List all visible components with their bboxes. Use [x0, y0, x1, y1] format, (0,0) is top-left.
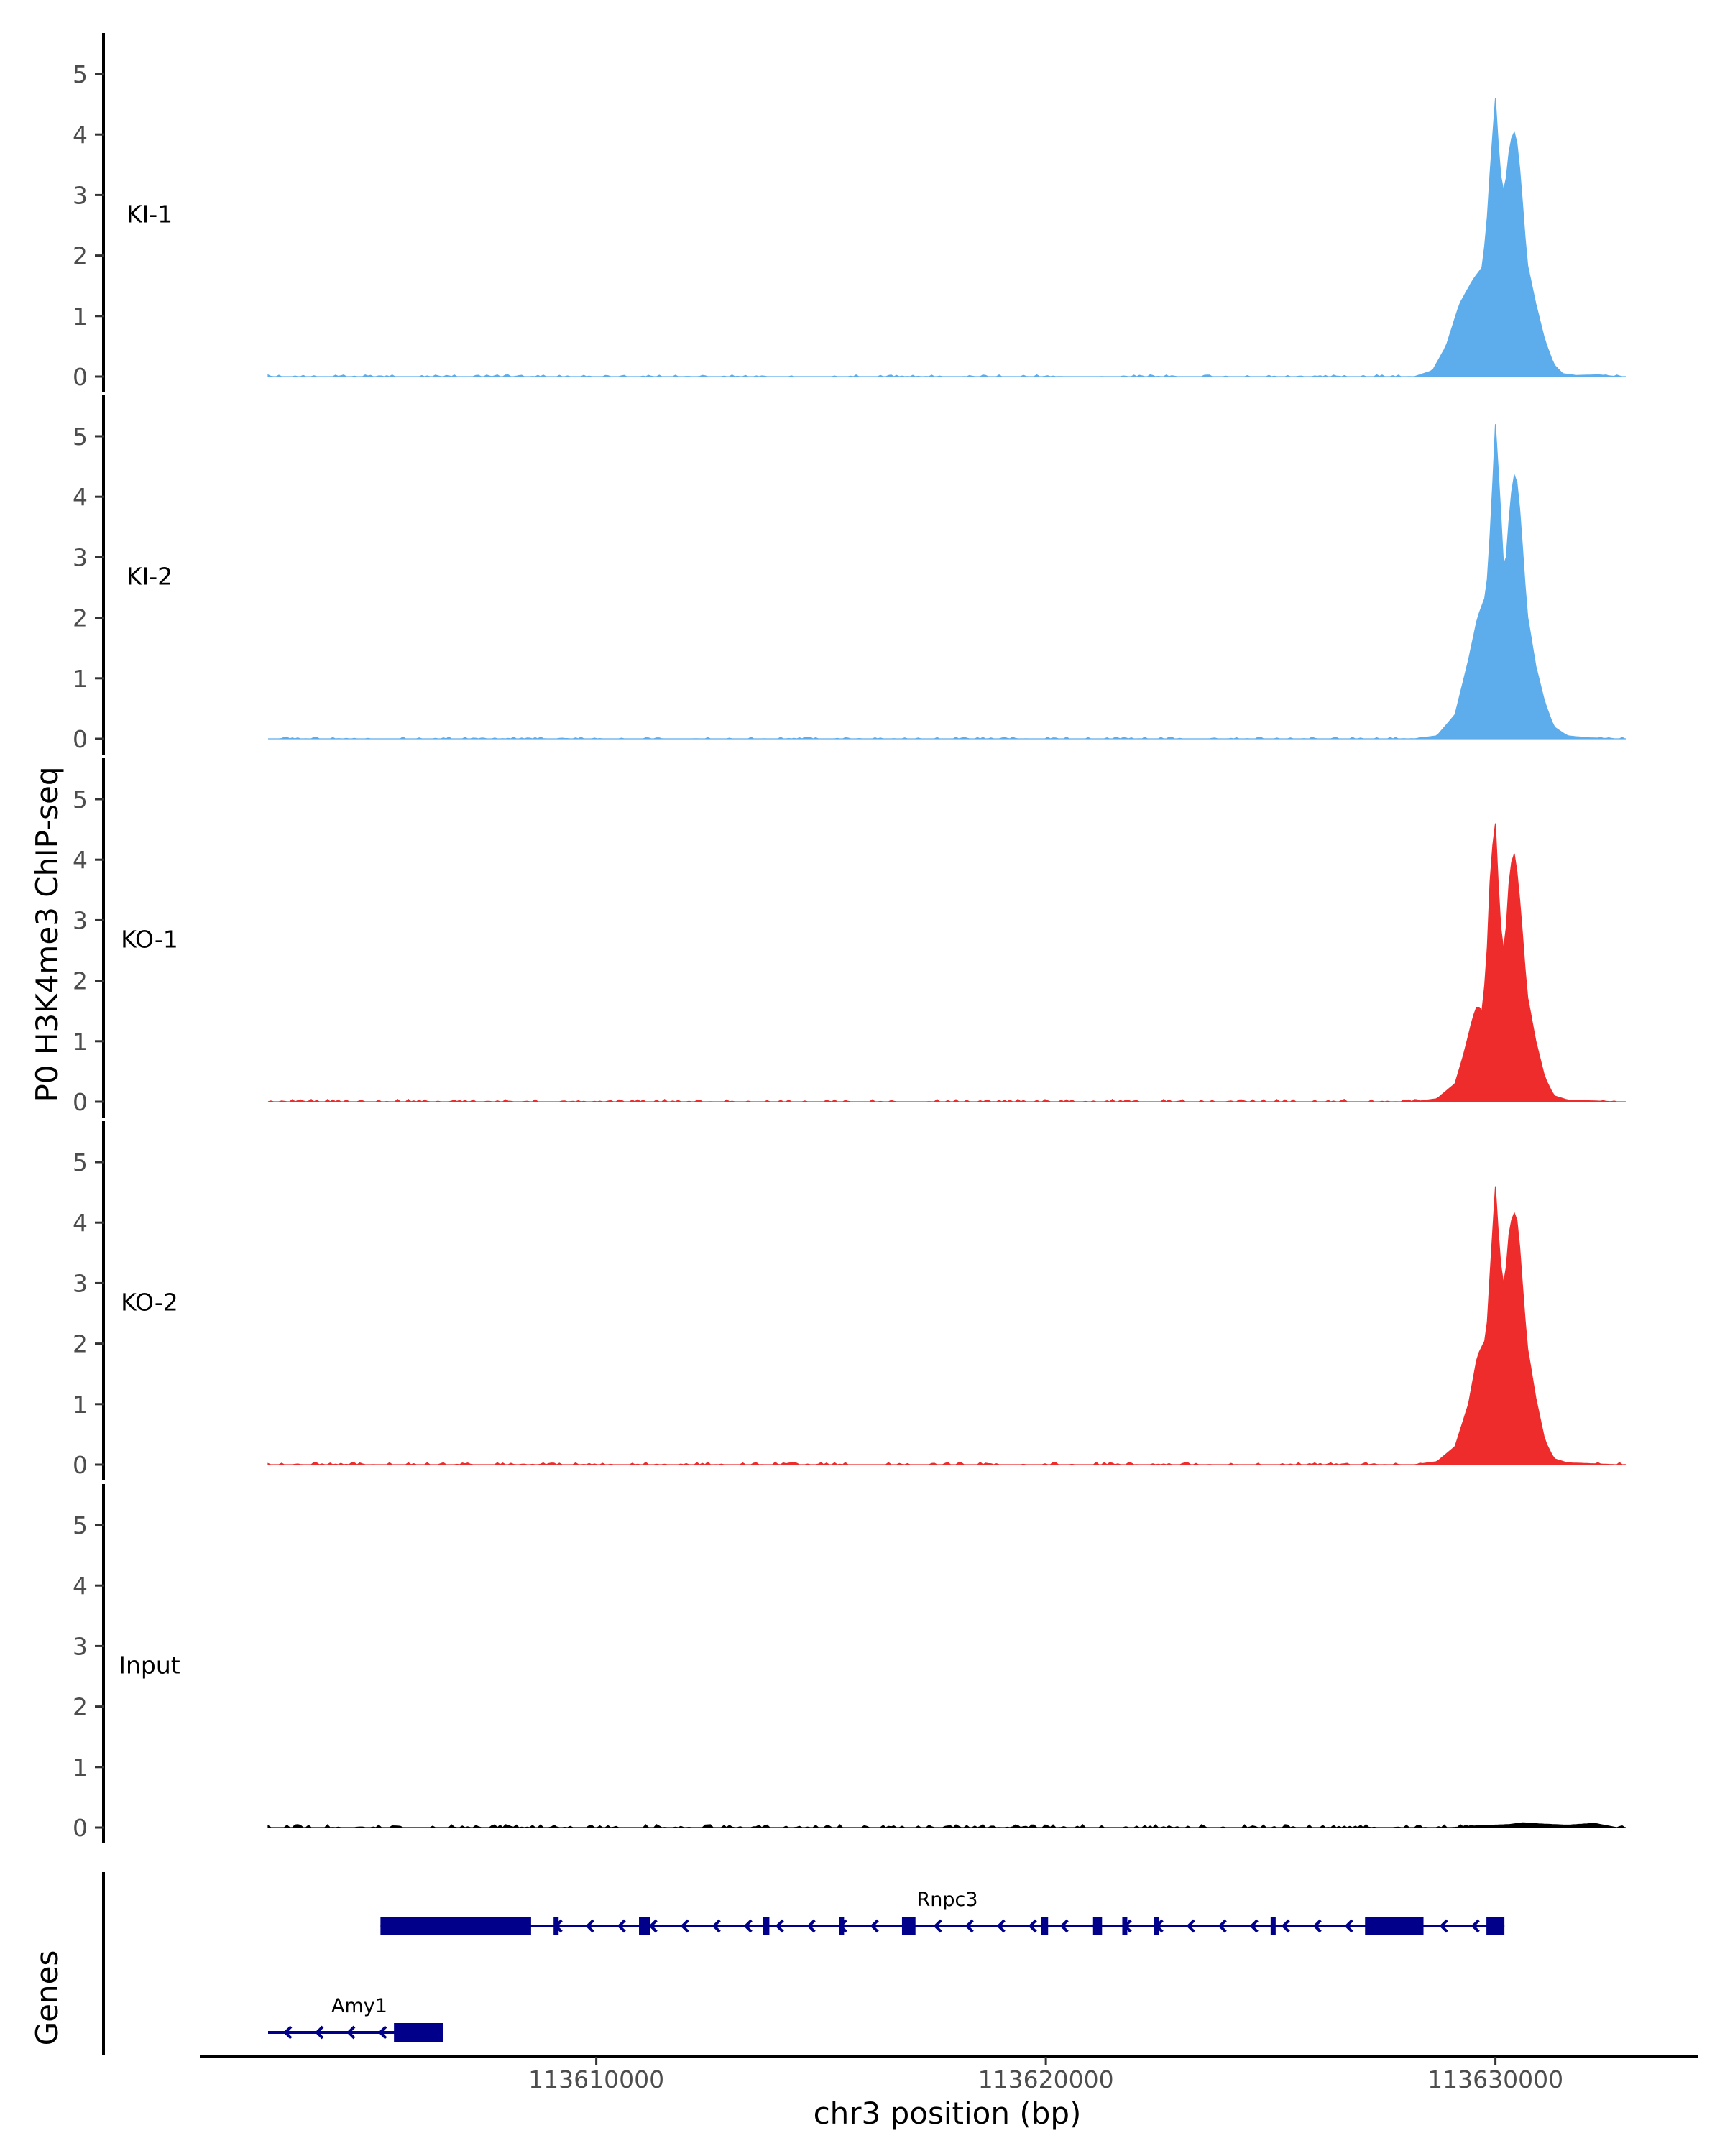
track-label: KO-2	[121, 1288, 178, 1316]
y-tick-label: 0	[73, 1814, 88, 1842]
exon	[763, 1917, 770, 1935]
x-tick-label: 113610000	[528, 2065, 664, 2093]
strand-arrow	[315, 2025, 324, 2040]
y-tick-label: 0	[73, 725, 88, 753]
x-tick-label: 113630000	[1427, 2065, 1563, 2093]
exon	[1270, 1917, 1276, 1935]
strand-arrow	[996, 1919, 1006, 1933]
x-axis-title: chr3 position (bp)	[814, 2096, 1082, 2131]
strand-arrow	[775, 1919, 784, 1933]
strand-arrow	[1471, 1919, 1480, 1933]
y-tick-label: 5	[73, 1511, 88, 1539]
strand-arrow	[378, 2025, 387, 2040]
coverage-area-ko-1	[267, 823, 1626, 1102]
y-tick-label: 3	[73, 543, 88, 571]
exon	[1041, 1917, 1049, 1935]
strand-arrow	[1028, 1919, 1037, 1933]
y-tick-label: 3	[73, 906, 88, 934]
track-ko-2: 0 1 2 3 4 5 KO-2	[73, 1121, 1627, 1480]
y-tick-label: 5	[73, 423, 88, 451]
track-input: 0 1 2 3 4 5 Input	[73, 1484, 1626, 1843]
track-label: Input	[119, 1651, 180, 1679]
exon	[380, 1917, 531, 1935]
genes-panel: Rnpc3 Amy1	[102, 1872, 1505, 2055]
y-tick-label: 4	[73, 483, 88, 511]
strand-arrow	[283, 2025, 293, 2040]
strand-arrow	[346, 2025, 356, 2040]
y-tick-label: 3	[73, 1269, 88, 1297]
y-tick-label: 2	[73, 242, 88, 270]
exon	[901, 1917, 916, 1935]
y-tick-label: 3	[73, 181, 88, 209]
track-ki-2: 0 1 2 3 4 5 KI-2	[73, 395, 1626, 755]
strand-arrow	[1439, 1919, 1448, 1933]
gene-label: Rnpc3	[916, 1889, 978, 1911]
coverage-area-ko-2	[267, 1186, 1627, 1465]
y-tick-label: 5	[73, 786, 88, 814]
y-axis-title: P0 H3K4me3 ChIP-seq	[29, 766, 65, 1102]
exon	[639, 1917, 650, 1935]
coverage-tracks: 0 1 2 3 4 5 KI-1 0 1 2 3 4 5 KI-2 0 1 2 3 4 5 KO-1 0 1 2 3 4 5 KO-2…	[73, 33, 1627, 1843]
y-tick-label: 4	[73, 121, 88, 149]
x-axis: 113610000 113620000 113630000	[200, 2055, 1698, 2093]
exon	[1486, 1917, 1505, 1935]
strand-arrow	[1249, 1919, 1259, 1933]
y-tick-label: 2	[73, 604, 88, 632]
exon	[1092, 1917, 1103, 1935]
y-tick-label: 1	[73, 1391, 88, 1419]
strand-arrow	[617, 1919, 626, 1933]
y-tick-label: 1	[73, 1754, 88, 1782]
strand-arrow	[1186, 1919, 1195, 1933]
strand-arrow	[965, 1919, 974, 1933]
y-tick-label: 5	[73, 1148, 88, 1176]
strand-arrow	[1218, 1919, 1227, 1933]
strand-arrow	[806, 1919, 816, 1933]
y-tick-label: 4	[73, 1572, 88, 1600]
gene-amy1: Amy1	[268, 1995, 443, 2042]
strand-arrow	[1059, 1919, 1069, 1933]
coverage-area-ki-1	[267, 98, 1626, 377]
y-tick-label: 1	[73, 665, 88, 693]
exon	[839, 1917, 845, 1935]
y-tick-label: 0	[73, 363, 88, 391]
track-ki-1: 0 1 2 3 4 5 KI-1	[73, 33, 1626, 392]
strand-arrow	[712, 1919, 721, 1933]
strand-arrow	[743, 1919, 753, 1933]
strand-arrow	[933, 1919, 942, 1933]
y-tick-label: 2	[73, 1330, 88, 1358]
coverage-area-input	[267, 1822, 1626, 1828]
genes-panel-title: Genes	[29, 1950, 65, 2046]
exon	[1122, 1917, 1128, 1935]
exon	[553, 1917, 559, 1935]
y-tick-label: 2	[73, 1693, 88, 1721]
gene-rnpc3: Rnpc3	[380, 1889, 1505, 1935]
coverage-area-ki-2	[268, 424, 1626, 740]
y-tick-label: 0	[73, 1451, 88, 1479]
y-tick-label: 1	[73, 303, 88, 331]
track-label: KI-2	[126, 562, 172, 590]
y-tick-label: 1	[73, 1028, 88, 1056]
gene-label: Amy1	[331, 1995, 387, 2017]
exon	[1154, 1917, 1159, 1935]
track-label: KO-1	[121, 925, 178, 953]
exon	[1365, 1917, 1424, 1935]
strand-arrow	[648, 1919, 658, 1933]
track-label: KI-1	[126, 200, 172, 228]
track-ko-1: 0 1 2 3 4 5 KO-1	[73, 758, 1626, 1118]
strand-arrow	[1312, 1919, 1322, 1933]
strand-arrow	[680, 1919, 689, 1933]
exon	[394, 2023, 443, 2042]
y-tick-label: 5	[73, 60, 88, 88]
y-tick-label: 3	[73, 1632, 88, 1660]
x-tick-label: 113620000	[978, 2065, 1114, 2093]
y-tick-label: 0	[73, 1088, 88, 1116]
strand-arrow	[585, 1919, 594, 1933]
y-tick-label: 2	[73, 967, 88, 995]
y-tick-label: 4	[73, 1209, 88, 1237]
y-tick-label: 4	[73, 846, 88, 874]
strand-arrow	[1281, 1919, 1290, 1933]
strand-arrow	[870, 1919, 879, 1933]
strand-arrow	[1344, 1919, 1353, 1933]
